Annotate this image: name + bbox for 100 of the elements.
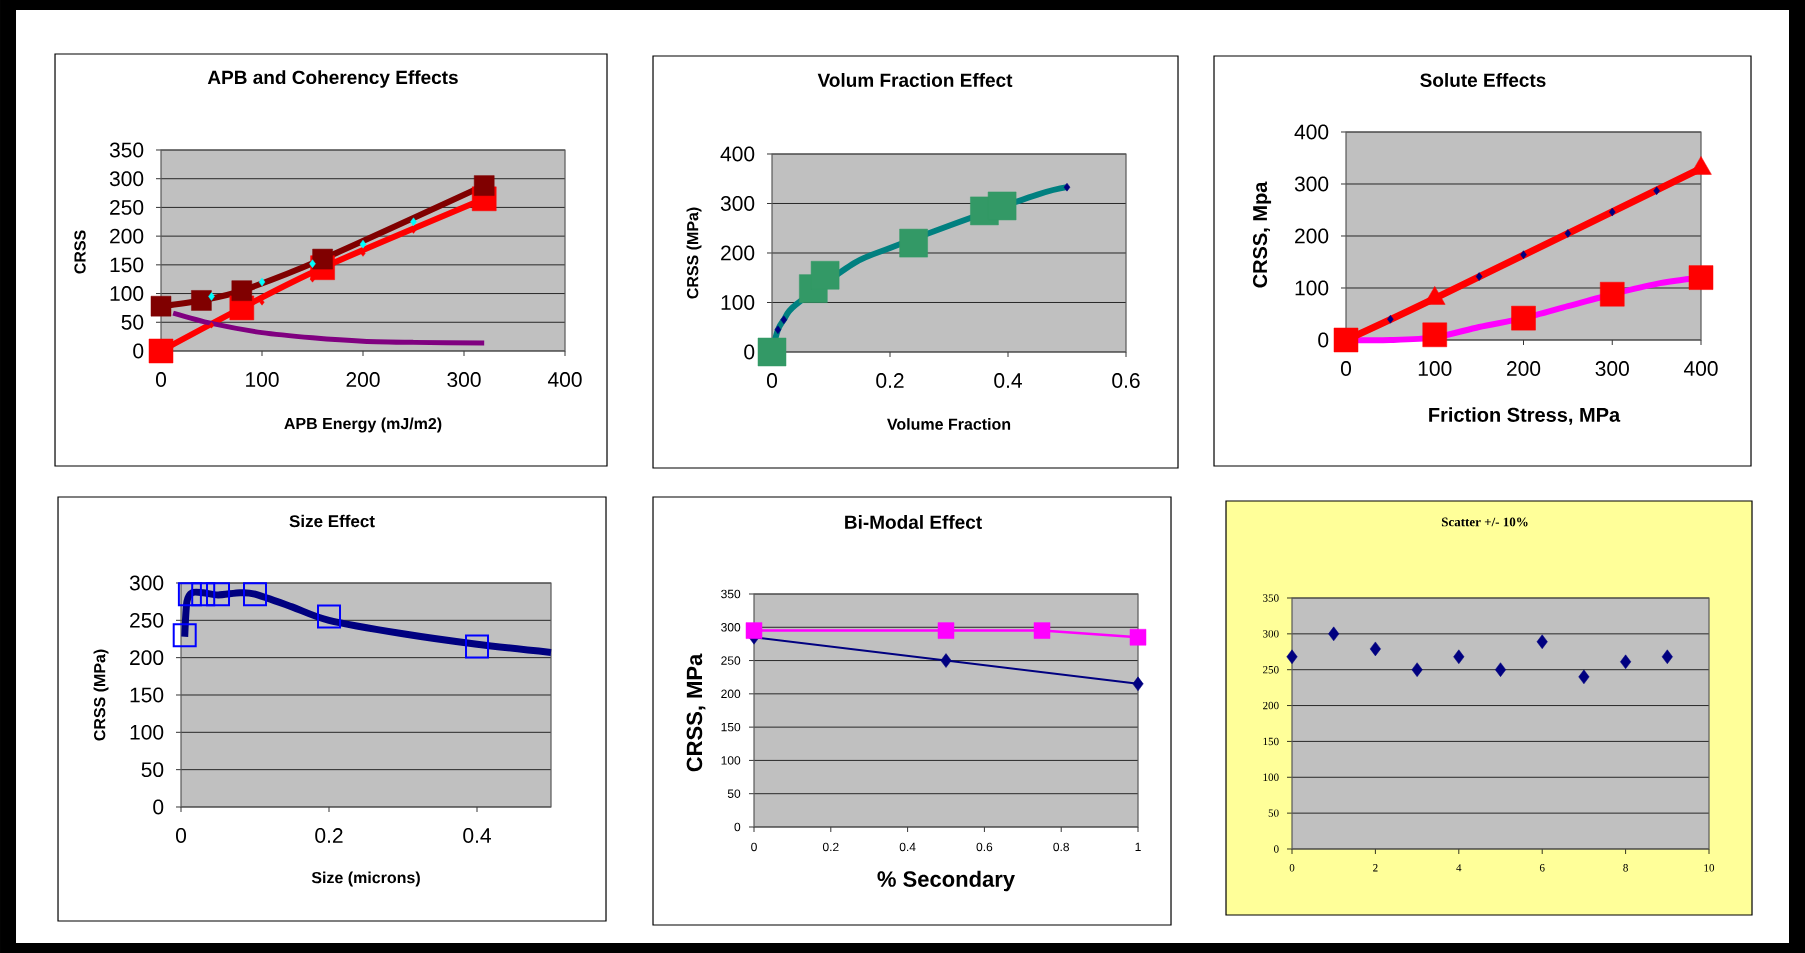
point: [312, 248, 333, 270]
point: [258, 277, 266, 287]
point: [780, 315, 788, 325]
y-tick-label: 200: [110, 228, 144, 244]
x-tick-label: 0: [1340, 361, 1352, 376]
x-tick-label: 4: [1456, 864, 1462, 872]
y-axis-title: CRSS: [74, 230, 86, 274]
point: [309, 259, 316, 268]
y-tick-label: 350: [109, 142, 144, 158]
x-tick-label: 400: [1683, 361, 1718, 376]
x-tick-label: 1: [1135, 842, 1141, 851]
point: [231, 280, 253, 301]
point: [1129, 629, 1147, 646]
x-tick-label: 0.6: [1112, 373, 1140, 388]
point: [206, 582, 231, 607]
y-tick-label: 250: [110, 199, 144, 215]
y-tick-label: 400: [720, 146, 755, 162]
x-axis-title: Volume Fraction: [887, 418, 1011, 430]
y-axis-title: CRSS (MPa): [93, 649, 109, 741]
point: [937, 622, 955, 639]
x-tick-label: 400: [547, 372, 582, 387]
y-tick-label: 250: [1263, 666, 1279, 674]
point: [172, 623, 197, 648]
y-tick-label: 0: [744, 344, 755, 360]
point: [1422, 322, 1448, 348]
x-tick-label: 0.4: [899, 842, 916, 852]
point: [1653, 186, 1660, 195]
y-tick-label: 300: [109, 171, 144, 187]
x-tick-label: 0.8: [1053, 842, 1070, 852]
point: [1688, 265, 1714, 290]
point: [987, 191, 1017, 221]
y-tick-label: 100: [130, 724, 164, 740]
point: [1511, 305, 1536, 331]
y-tick-label: 200: [721, 245, 755, 261]
point: [243, 582, 268, 607]
point: [410, 217, 417, 227]
y-tick-label: 250: [721, 656, 741, 665]
x-tick-label: 0: [175, 828, 187, 843]
point: [1411, 662, 1423, 677]
point: [1286, 649, 1298, 665]
point: [465, 634, 490, 659]
point: [1063, 182, 1071, 192]
x-tick-label: 6: [1539, 864, 1545, 872]
point: [1132, 676, 1144, 692]
point: [191, 290, 212, 311]
point: [745, 622, 763, 639]
point: [191, 582, 216, 607]
x-tick-label: 300: [447, 372, 481, 387]
x-tick-label: 300: [1595, 361, 1629, 376]
point: [940, 653, 952, 668]
x-tick-label: 200: [1507, 361, 1541, 376]
y-tick-label: 100: [1263, 773, 1279, 781]
y-tick-label: 350: [721, 589, 741, 599]
chart-title: Scatter +/- 10%: [1441, 517, 1528, 527]
y-axis-title: CRSS, MPa: [686, 653, 706, 772]
y-tick-label: 400: [1294, 124, 1329, 140]
point: [810, 261, 840, 290]
x-tick-label: 10: [1704, 864, 1715, 872]
x-tick-label: 0.4: [463, 828, 491, 843]
x-tick-label: 0.2: [315, 828, 343, 843]
x-axis-title: APB Energy (mJ/m2): [284, 417, 442, 433]
y-tick-label: 200: [1295, 228, 1329, 244]
y-tick-label: 100: [110, 286, 144, 301]
point: [757, 337, 787, 367]
point: [1475, 272, 1483, 281]
x-tick-label: 100: [246, 372, 279, 387]
y-tick-label: 150: [721, 722, 741, 732]
point: [148, 338, 174, 364]
point: [473, 175, 495, 196]
chart-title: Size Effect: [289, 514, 375, 528]
y-tick-label: 50: [727, 789, 741, 798]
y-tick-label: 150: [130, 687, 164, 703]
point: [1620, 654, 1632, 670]
y-tick-label: 50: [121, 314, 144, 330]
y-tick-label: 200: [1263, 701, 1279, 710]
point: [150, 295, 172, 317]
point: [1333, 327, 1359, 353]
y-tick-label: 300: [129, 575, 164, 591]
x-tick-label: 2: [1373, 864, 1378, 872]
y-tick-label: 0: [153, 799, 164, 815]
x-tick-label: 0: [766, 373, 778, 388]
point: [208, 292, 215, 301]
y-tick-label: 350: [1263, 594, 1279, 602]
point: [1661, 649, 1673, 665]
point: [1033, 622, 1051, 639]
y-tick-label: 50: [1268, 809, 1279, 817]
x-tick-label: 100: [1418, 361, 1452, 376]
point: [1609, 207, 1616, 217]
x-axis-title: Friction Stress, MPa: [1429, 407, 1621, 425]
point: [317, 604, 342, 629]
point: [1564, 229, 1572, 238]
x-tick-label: 0: [1289, 864, 1295, 872]
point: [1495, 662, 1507, 677]
point: [774, 325, 782, 334]
y-tick-label: 300: [720, 196, 755, 211]
y-axis-title: CRSS (MPa): [686, 207, 702, 299]
chart-title: APB and Coherency Effects: [207, 70, 458, 88]
point: [1328, 626, 1340, 642]
point: [1578, 669, 1590, 685]
x-tick-label: 200: [346, 372, 380, 387]
